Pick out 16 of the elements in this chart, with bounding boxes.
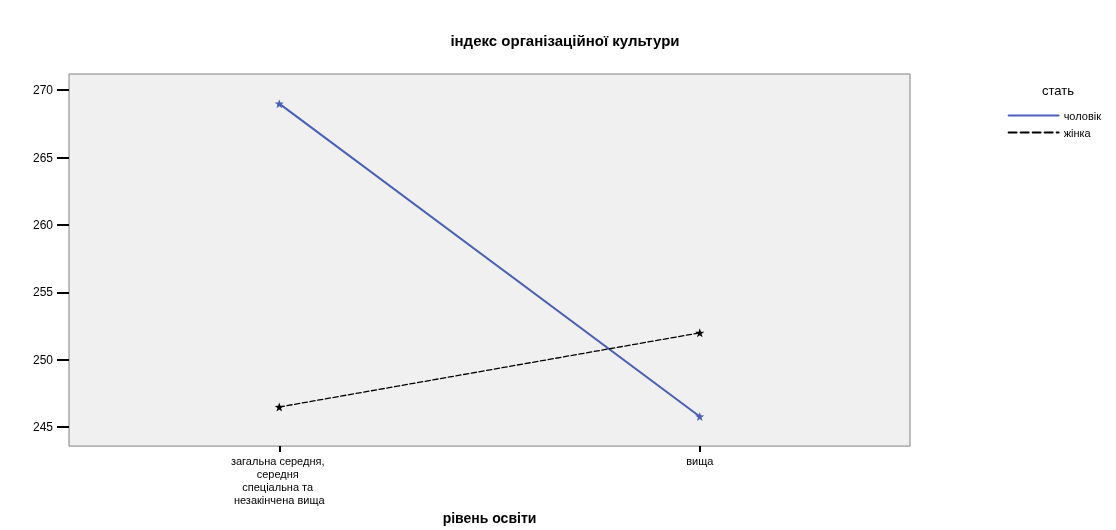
legend-label: жінка [1063, 126, 1092, 139]
x-tick-label: загальна середня, середня спеціальна та незакінчена вища [230, 454, 328, 506]
point [695, 328, 705, 338]
x-tick-label: вища [686, 454, 715, 467]
legend-title: стать [1042, 83, 1075, 98]
y-tick-label: 260 [32, 218, 54, 232]
point [274, 402, 284, 412]
y-tick-label: 265 [32, 150, 54, 165]
chart-title: індекс організаційної культури [450, 32, 680, 49]
y-tick-label: 250 [32, 352, 54, 367]
point [695, 411, 705, 421]
y-tick-label: 255 [32, 285, 54, 300]
legend-label: чоловік [1063, 109, 1102, 122]
x-axis-title: рівень освіти [442, 510, 537, 526]
y-tick-label: 270 [32, 83, 54, 98]
y-tick-label: 245 [32, 420, 54, 435]
